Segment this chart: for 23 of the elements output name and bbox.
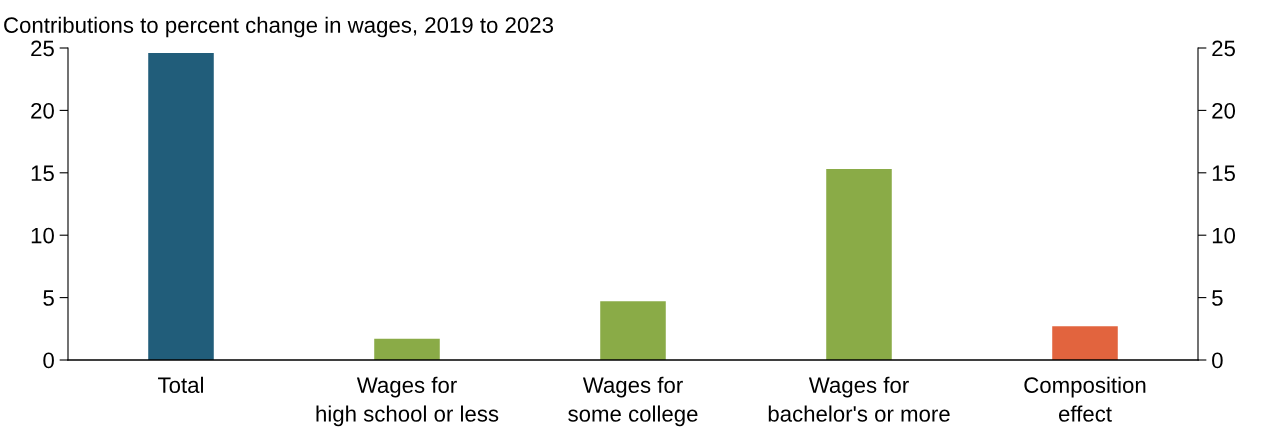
x-tick-label: Wages for some college — [568, 376, 698, 427]
y-tick-label: 0 — [43, 352, 54, 369]
bar — [600, 301, 666, 360]
bar — [1052, 326, 1118, 360]
chart-title: Contributions to percent change in wages, 2019 to 2023 — [4, 16, 554, 38]
bar — [826, 169, 892, 360]
y-tick-label: 25 — [31, 40, 54, 57]
y2-tick-label: 0 — [1212, 352, 1223, 369]
x-tick-label: Total — [158, 376, 203, 393]
y2-tick-label: 20 — [1212, 102, 1236, 119]
y-tick-label: 5 — [43, 290, 54, 306]
bar — [374, 338, 440, 360]
y2-tick-label: 10 — [1212, 227, 1236, 244]
x-tick-label: Composition effect — [1024, 376, 1146, 422]
y-tick-label: 20 — [31, 102, 54, 119]
y-tick-label: 15 — [31, 165, 54, 182]
y-tick-label: 10 — [31, 227, 54, 244]
y2-tick-label: 25 — [1212, 40, 1235, 57]
x-tick-label: Wages for bachelor's or more — [768, 376, 950, 422]
bar — [148, 52, 214, 360]
y2-tick-label: 5 — [1212, 290, 1223, 306]
y2-tick-label: 15 — [1212, 165, 1235, 182]
x-tick-label: Wages for high school or less — [316, 376, 499, 427]
